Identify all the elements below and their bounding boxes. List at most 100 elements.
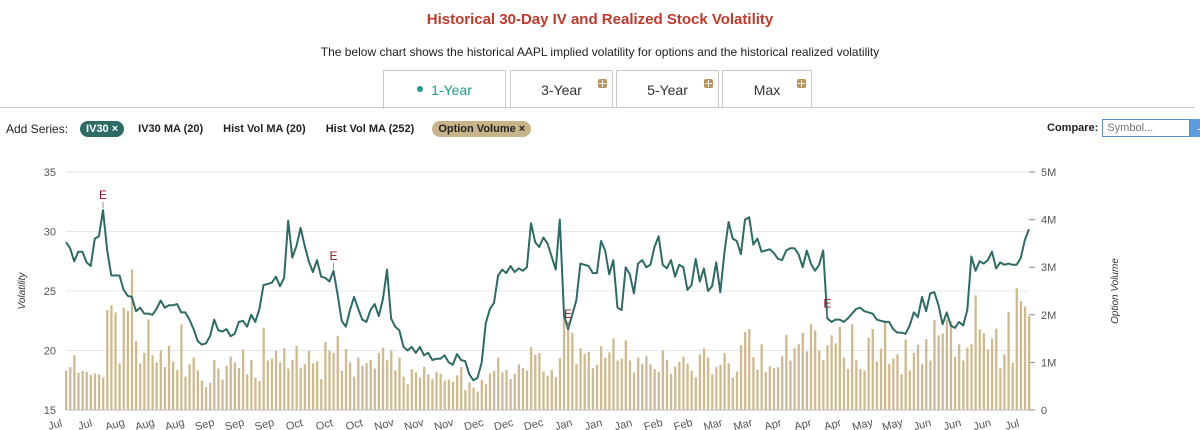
x-tick-label: Sep	[224, 417, 246, 430]
y2-tick-label: 0	[1041, 405, 1047, 417]
volume-bar	[381, 347, 385, 410]
add-series-bar: Add Series: IV30 × IV30 MA (20) Hist Vol…	[6, 119, 543, 139]
tab-max[interactable]: Max	[722, 70, 812, 107]
x-tick-label: Aug	[104, 417, 126, 430]
volume-bar	[855, 360, 858, 410]
volume-bar	[69, 367, 72, 410]
volume-bar	[336, 335, 339, 410]
series-pill-iv30[interactable]: IV30 ×	[80, 121, 125, 137]
volume-bar	[447, 379, 451, 410]
volume-bar	[990, 338, 994, 410]
volume-bar	[357, 357, 360, 410]
volume-bar	[661, 350, 665, 410]
volume-bar	[217, 368, 220, 410]
x-tick-label: Jul	[77, 417, 94, 430]
volume-bar	[213, 360, 216, 410]
y-tick-label: 30	[44, 227, 56, 239]
volume-bar	[225, 365, 228, 410]
volume-bar	[468, 382, 471, 410]
volume-bar	[233, 362, 237, 410]
volume-bar	[674, 366, 677, 410]
volume-bar	[431, 379, 434, 410]
volume-bar	[628, 360, 632, 410]
tab-5-year[interactable]: 5-Year	[616, 70, 719, 107]
volume-bar	[921, 363, 924, 410]
y2-tick-label: 2M	[1041, 310, 1056, 322]
volume-bar	[1003, 354, 1006, 410]
x-tick-label: Apr	[793, 417, 813, 430]
x-tick-label: Sep	[254, 417, 276, 430]
series-pill-option-volume[interactable]: Option Volume ×	[432, 121, 532, 137]
y2-tick-label: 4M	[1041, 215, 1056, 227]
x-tick-label: Mar	[732, 417, 754, 430]
volume-bar	[801, 332, 804, 410]
volume-bar	[612, 338, 615, 410]
volume-bar	[554, 377, 558, 410]
volume-bar	[632, 372, 636, 410]
volume-bar	[172, 361, 175, 410]
volume-bar	[501, 372, 504, 410]
series-pill-iv30-ma[interactable]: IV30 MA (20)	[138, 123, 204, 135]
x-tick-label: May	[881, 416, 905, 430]
volume-bar	[439, 373, 442, 410]
x-tick-label: Nov	[433, 417, 455, 430]
series-pill-hist-vol-ma-252[interactable]: Hist Vol MA (252)	[325, 123, 415, 135]
chart-title: Historical 30-Day IV and Realized Stock …	[426, 11, 774, 28]
volume-bar	[888, 363, 891, 410]
volume-bar	[558, 358, 562, 410]
volume-bar	[645, 355, 648, 410]
volume-bar	[106, 310, 109, 410]
volume-bar	[340, 370, 344, 410]
x-tick-label: Sep	[194, 417, 216, 430]
compare-label: Compare:	[1047, 122, 1099, 134]
volume-bar	[562, 315, 566, 410]
volume-bar	[669, 373, 673, 410]
volume-bar	[320, 379, 323, 410]
volume-bar	[772, 368, 776, 410]
volume-bar	[731, 377, 734, 410]
volume-bar	[1019, 300, 1023, 410]
volume-bar	[1015, 288, 1018, 410]
volume-bar	[283, 348, 286, 410]
compare-symbol-input[interactable]	[1102, 119, 1191, 137]
series-pill-hist-vol-ma-20[interactable]: Hist Vol MA (20)	[223, 123, 306, 135]
volume-bar	[534, 354, 537, 410]
x-tick-label: Oct	[315, 417, 335, 430]
x-tick-label: Oct	[285, 417, 305, 430]
tab-1-year[interactable]: 1-Year	[383, 70, 506, 109]
volume-bar	[418, 377, 422, 410]
volume-bar	[410, 369, 413, 410]
volume-bar	[723, 352, 726, 410]
volume-bar	[85, 371, 88, 410]
x-tick-label: Mar	[702, 417, 724, 430]
compare-add-button[interactable]: +	[1190, 119, 1200, 137]
volume-bar	[805, 351, 809, 410]
volume-bar	[665, 360, 669, 410]
volume-bar	[254, 377, 257, 410]
volume-bar	[279, 362, 282, 410]
x-tick-label: Apr	[823, 417, 843, 430]
tab-label: Max	[753, 82, 781, 98]
volume-bar	[587, 351, 590, 410]
earnings-marker: E	[99, 188, 107, 202]
volume-bar	[274, 350, 278, 410]
volume-bar	[995, 328, 998, 410]
volume-bar	[641, 363, 644, 410]
volume-bar	[686, 363, 689, 410]
x-tick-label: Jan	[554, 417, 574, 430]
x-tick-label: Dec	[463, 417, 485, 430]
volume-bar	[110, 305, 113, 410]
earnings-marker: E	[823, 296, 831, 310]
volume-bar	[682, 356, 685, 410]
earnings-marker: E	[329, 249, 337, 263]
volume-bar	[842, 357, 846, 410]
volume-bar	[97, 374, 101, 410]
x-tick-label: Nov	[403, 417, 425, 430]
volume-bar	[464, 390, 467, 410]
tab-3-year[interactable]: 3-Year	[510, 70, 613, 107]
volume-bar	[785, 334, 788, 410]
x-tick-label: Dec	[523, 417, 545, 430]
volume-bar	[65, 370, 68, 410]
volume-bar	[822, 360, 825, 410]
volume-bar	[1011, 362, 1014, 410]
